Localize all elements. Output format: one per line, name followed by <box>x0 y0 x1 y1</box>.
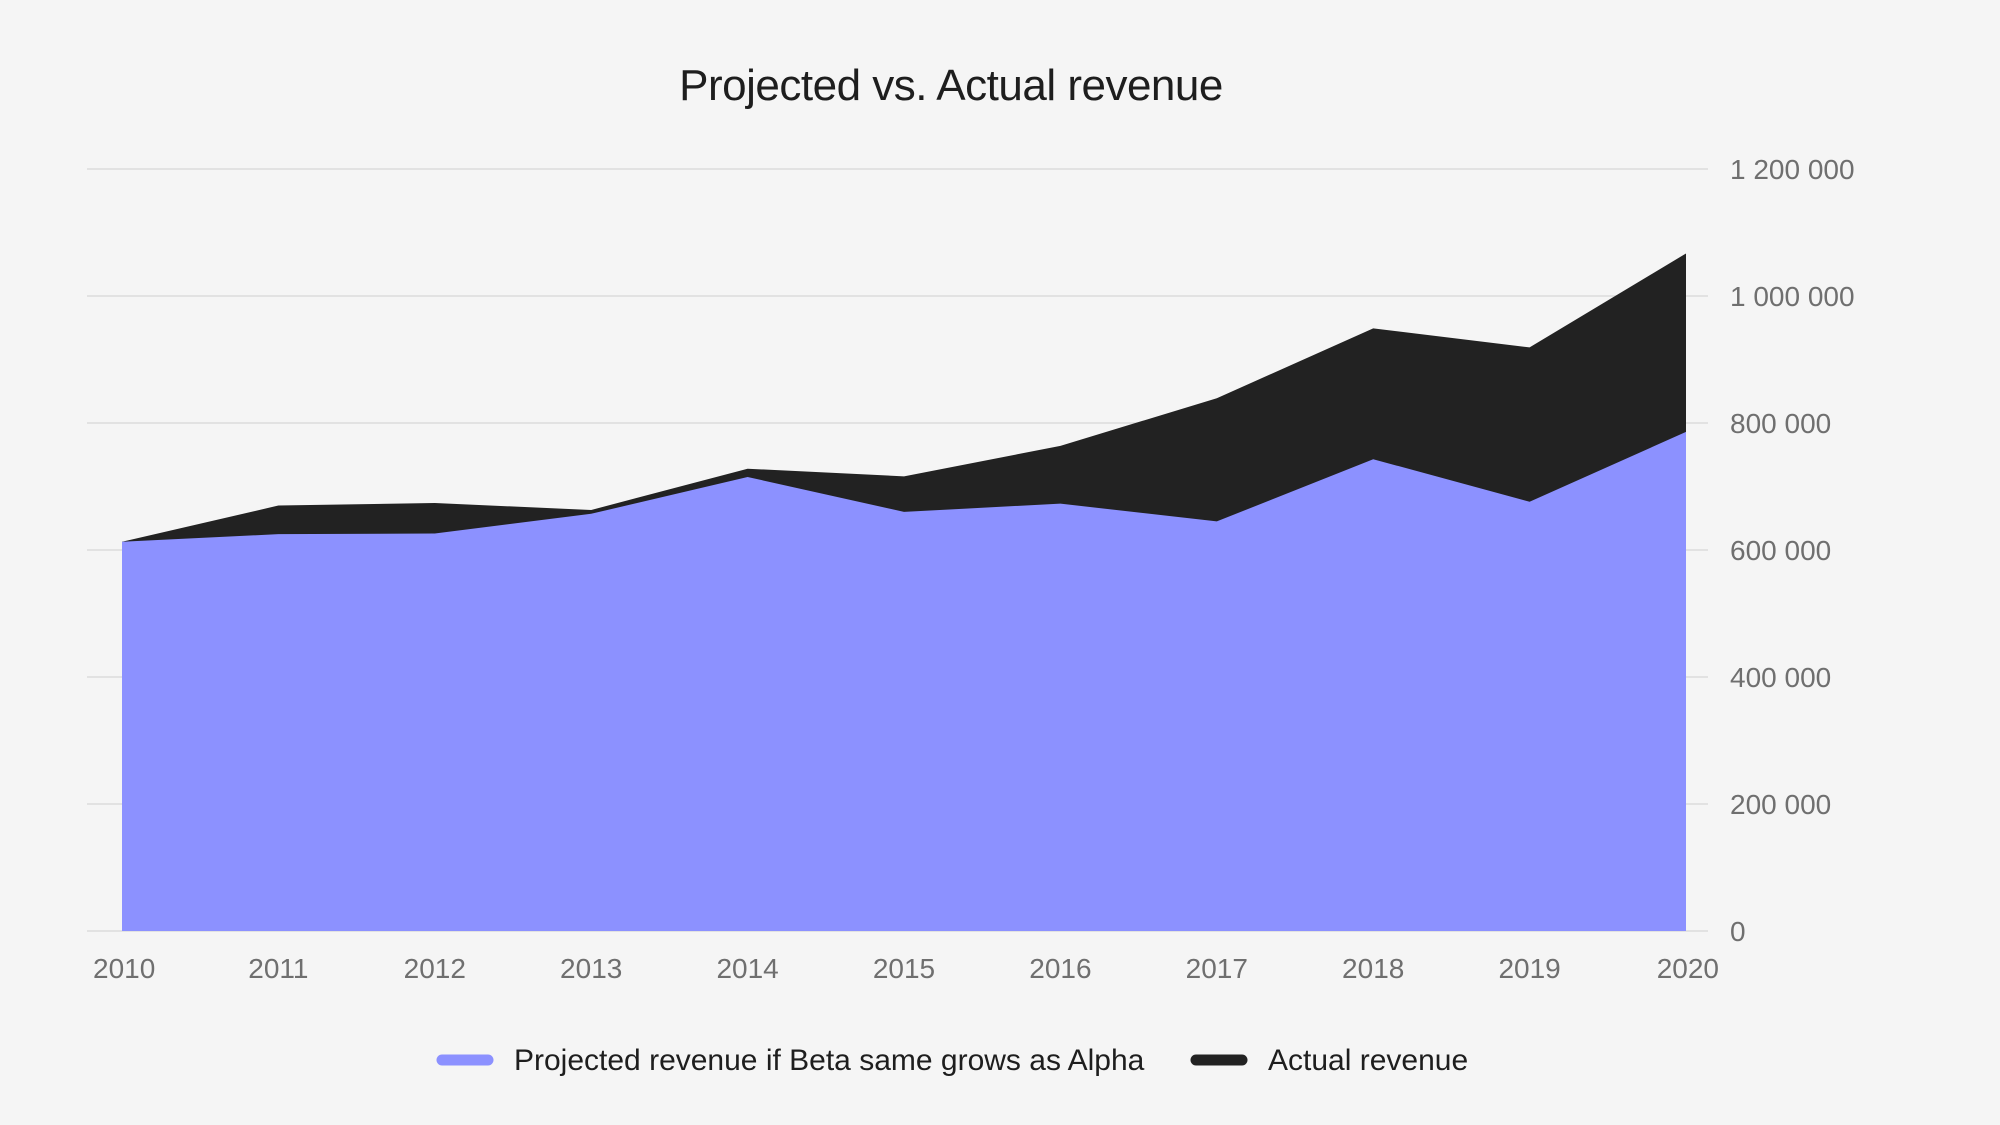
x-tick-label: 2017 <box>1186 953 1248 984</box>
x-axis: 2010 2011 2012 2013 2014 2015 2016 2017 2018 2019… <box>93 953 1719 984</box>
x-tick-label: 2015 <box>873 953 935 984</box>
chart-title: Projected vs. Actual revenue <box>679 61 1223 110</box>
area-series-projected <box>122 431 1686 931</box>
x-tick-label: 2012 <box>404 953 466 984</box>
y-tick-label: 400 000 <box>1730 662 1831 693</box>
x-tick-label: 2010 <box>93 953 155 984</box>
legend-label: Actual revenue <box>1268 1044 1468 1077</box>
area-layer <box>122 253 1686 931</box>
x-tick-label: 2016 <box>1029 953 1091 984</box>
legend: Projected revenue if Beta same grows as … <box>436 1044 1468 1077</box>
legend-label: Projected revenue if Beta same grows as … <box>514 1044 1145 1077</box>
y-tick-label: 1 000 000 <box>1730 281 1855 312</box>
x-tick-label: 2011 <box>248 953 308 984</box>
x-tick-label: 2020 <box>1657 953 1719 984</box>
y-axis: 0 200 000 400 000 600 000 800 000 1 000 000 1 … <box>1730 154 1855 947</box>
y-tick-label: 200 000 <box>1730 789 1831 820</box>
y-tick-label: 800 000 <box>1730 408 1831 439</box>
x-tick-label: 2019 <box>1498 953 1560 984</box>
x-tick-label: 2014 <box>716 953 778 984</box>
y-tick-label: 0 <box>1730 916 1746 947</box>
y-tick-label: 1 200 000 <box>1730 154 1855 185</box>
x-tick-label: 2013 <box>560 953 622 984</box>
y-tick-label: 600 000 <box>1730 535 1831 566</box>
x-tick-label: 2018 <box>1342 953 1404 984</box>
